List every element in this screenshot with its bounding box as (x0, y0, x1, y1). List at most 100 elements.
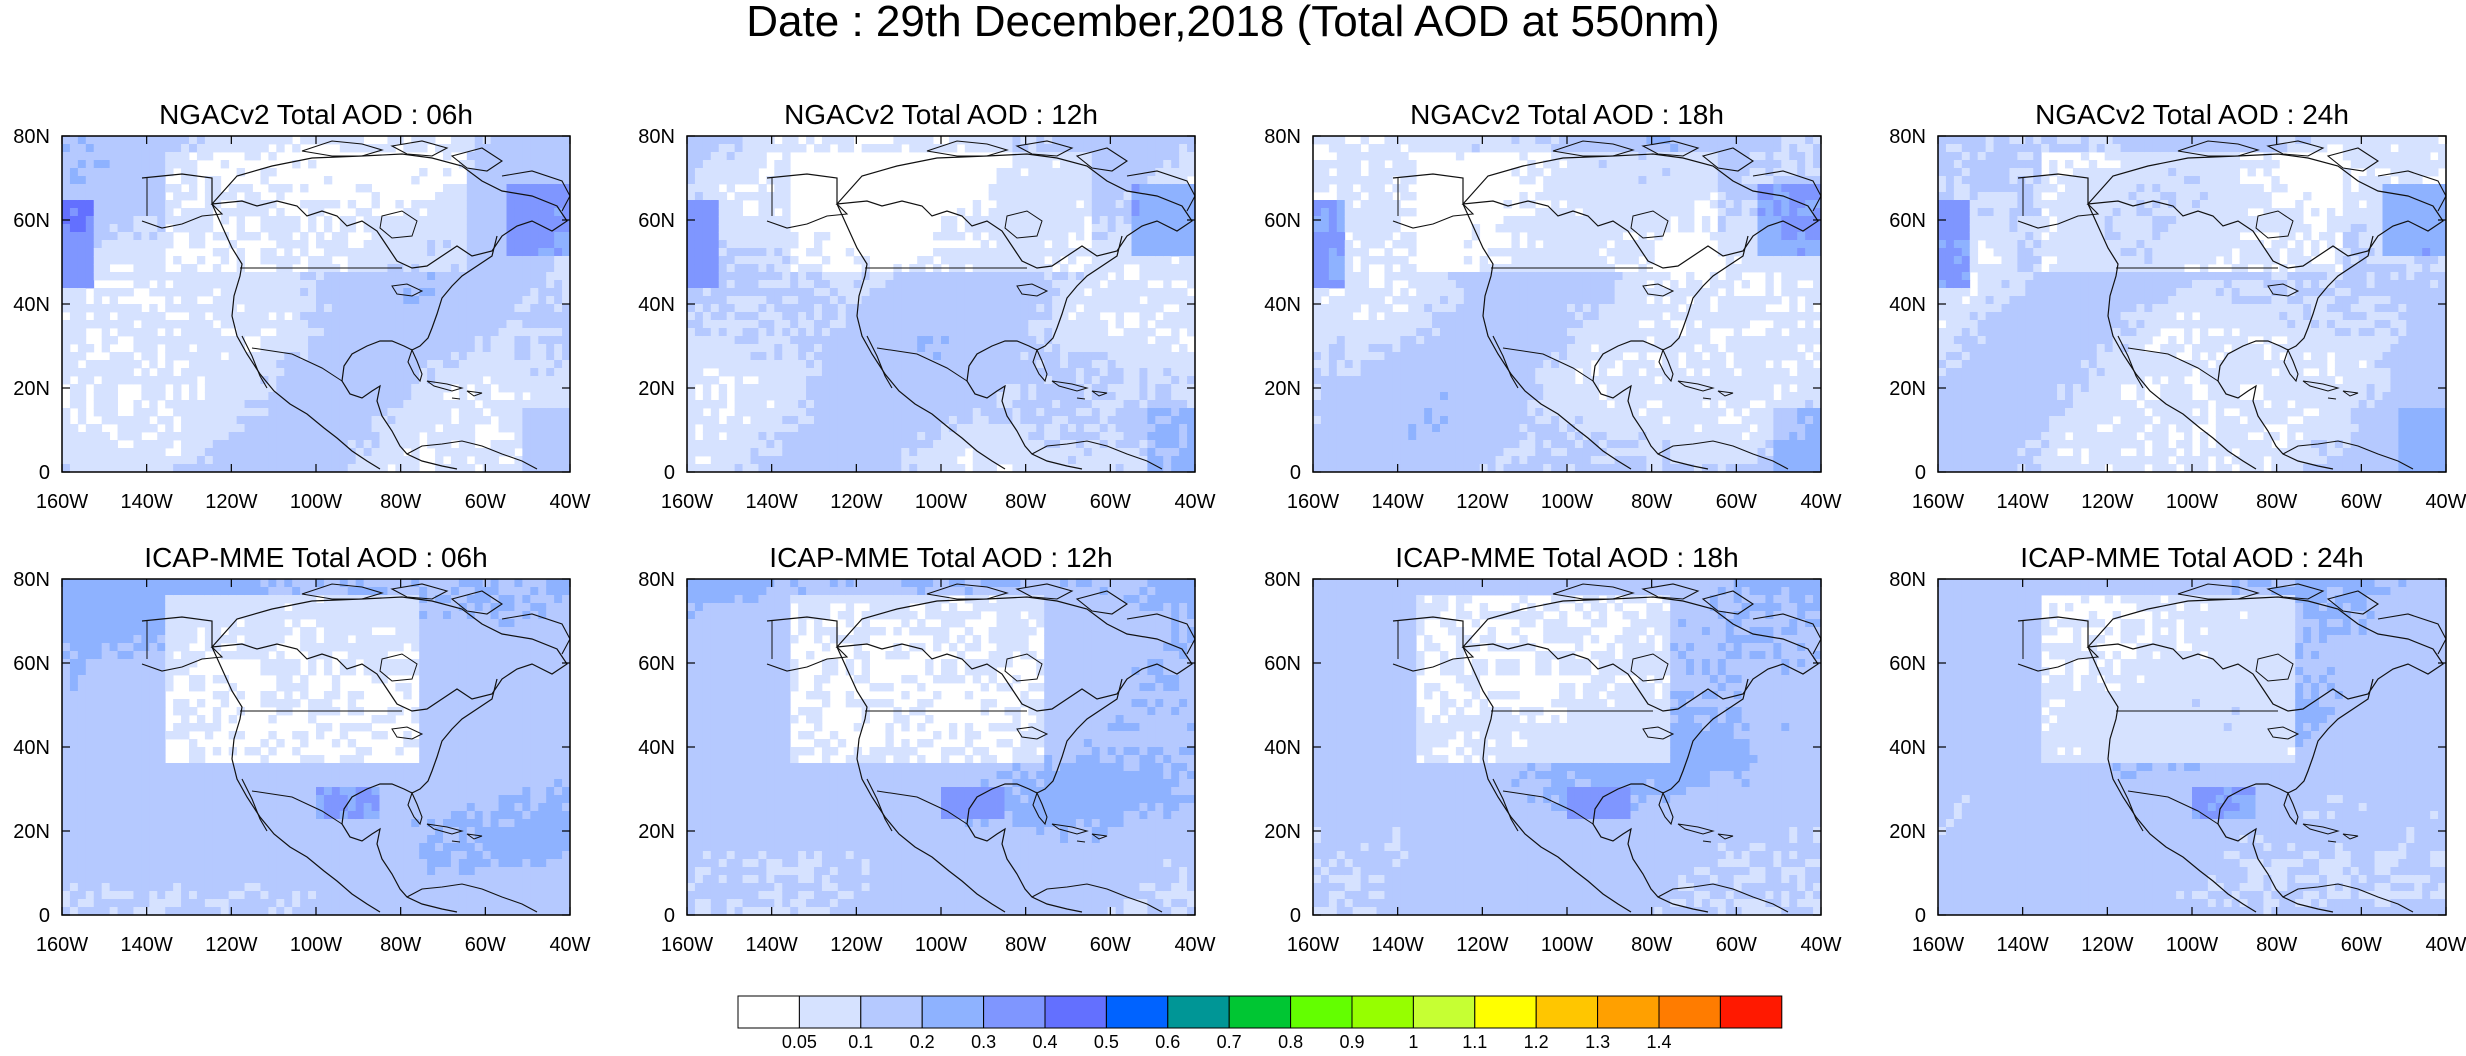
aod-cell (252, 280, 261, 289)
aod-cell (1360, 416, 1369, 425)
aod-cell (133, 168, 142, 177)
aod-cell (1155, 432, 1164, 441)
aod-cell (718, 160, 728, 169)
aod-cell (1320, 376, 1330, 385)
aod-cell (554, 328, 563, 337)
aod-cell (538, 240, 547, 249)
aod-cell (925, 144, 934, 153)
aod-cell (506, 376, 515, 385)
aod-cell (1083, 432, 1093, 441)
aod-cell (861, 424, 870, 433)
aod-cell (1052, 240, 1061, 249)
aod-cell (62, 248, 71, 257)
aod-cell (133, 360, 142, 369)
aod-cell (1171, 408, 1180, 417)
aod-cell (1028, 416, 1037, 425)
aod-cell (181, 352, 190, 361)
aod-cell (1036, 232, 1045, 241)
aod-cell (980, 280, 990, 289)
aod-cell (1187, 416, 1196, 425)
aod-cell (141, 344, 150, 353)
aod-cell (829, 376, 839, 385)
aod-cell (181, 296, 190, 305)
aod-cell (403, 208, 412, 217)
aod-cell (125, 360, 134, 369)
aod-cell (1384, 248, 1393, 257)
aod-cell (742, 432, 751, 441)
aod-cell (347, 224, 357, 233)
aod-cell (419, 376, 428, 385)
aod-cell (133, 216, 142, 225)
aod-cell (474, 320, 484, 329)
aod-cell (1147, 304, 1156, 313)
aod-cell (829, 328, 839, 337)
aod-cell (1171, 176, 1180, 185)
aod-cell (117, 456, 126, 465)
aod-cell (742, 288, 751, 297)
aod-cell (149, 328, 158, 337)
aod-cell (1163, 160, 1172, 169)
aod-cell (458, 208, 468, 217)
aod-cell (403, 400, 412, 409)
aod-cell (1368, 464, 1377, 473)
aod-cell (419, 408, 428, 417)
aod-cell (1075, 144, 1085, 153)
aod-cell (869, 392, 878, 401)
aod-cell (538, 376, 547, 385)
aod-cell (387, 216, 396, 225)
aod-cell (766, 240, 775, 249)
aod-cell (1344, 392, 1354, 401)
aod-cell (885, 360, 894, 369)
aod-cell (347, 416, 357, 425)
aod-cell (758, 400, 767, 409)
aod-cell (1400, 424, 1409, 433)
aod-cell (347, 376, 357, 385)
aod-cell (726, 352, 736, 361)
aod-cell (948, 280, 958, 289)
aod-cell (814, 424, 823, 433)
aod-cell (125, 248, 134, 257)
aod-cell (964, 432, 974, 441)
aod-cell (252, 312, 261, 321)
aod-cell (1139, 440, 1148, 449)
lon-tick-label: 140W (746, 491, 798, 513)
aod-cell (387, 312, 396, 321)
aod-cell (1313, 416, 1322, 425)
aod-cell (1004, 392, 1013, 401)
aod-cell (1044, 416, 1053, 425)
aod-cell (77, 448, 87, 457)
aod-cell (964, 336, 974, 345)
aod-cell (411, 176, 420, 185)
aod-cell (1344, 368, 1354, 377)
aod-cell (308, 392, 317, 401)
aod-cell (1392, 424, 1401, 433)
aod-cell (1083, 344, 1093, 353)
aod-cell (546, 232, 555, 241)
aod-cell (1368, 352, 1377, 361)
aod-cell (1028, 432, 1037, 441)
aod-cell (204, 152, 214, 161)
aod-cell (917, 256, 926, 265)
aod-cell (562, 400, 571, 409)
aod-cell (133, 344, 142, 353)
aod-cell (1187, 368, 1196, 377)
aod-cell (284, 440, 293, 449)
aod-cell (236, 336, 245, 345)
aod-cell (93, 288, 103, 297)
aod-cell (316, 136, 325, 145)
aod-cell (466, 368, 476, 377)
aod-cell (490, 328, 499, 337)
aod-cell (1400, 320, 1409, 329)
aod-cell (964, 408, 974, 417)
aod-cell (355, 416, 365, 425)
aod-cell (996, 368, 1005, 377)
aod-cell (482, 168, 492, 177)
aod-cell (450, 248, 460, 257)
aod-cell (782, 376, 791, 385)
aod-cell (181, 304, 190, 313)
aod-cell (774, 464, 783, 473)
aod-cell (687, 464, 696, 473)
aod-cell (157, 456, 166, 465)
aod-cell (379, 248, 388, 257)
aod-cell (798, 424, 807, 433)
